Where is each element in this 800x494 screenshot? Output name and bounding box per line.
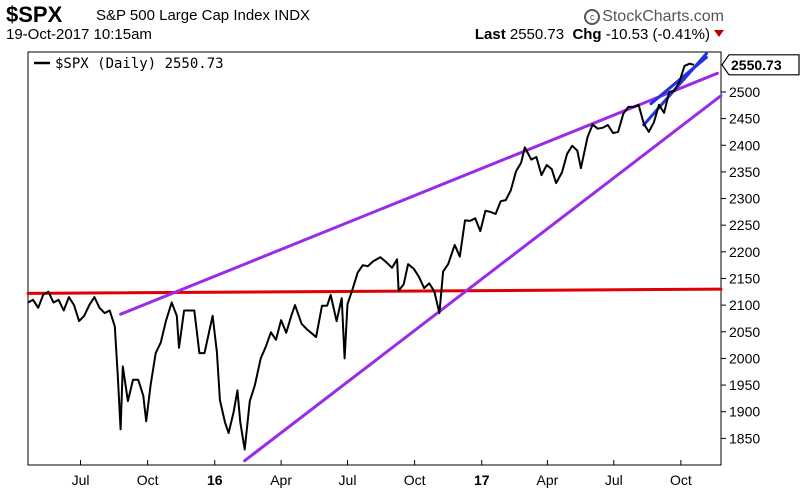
price-line — [27, 62, 695, 451]
down-arrow-icon — [714, 30, 724, 37]
change-value: -10.53 (-0.41%) — [605, 26, 710, 43]
x-tick-label: Apr — [536, 472, 558, 488]
y-tick-label: 1850 — [729, 430, 760, 446]
x-tick-label: Oct — [137, 472, 159, 488]
trendline — [649, 55, 708, 106]
trendlines — [26, 52, 723, 463]
y-tick-label: 2200 — [729, 244, 760, 260]
trendline — [243, 94, 723, 463]
last-value-box — [721, 54, 800, 76]
legend-label: $SPX (Daily) 2550.73 — [55, 56, 224, 72]
y-tick-label: 2500 — [729, 84, 760, 100]
y-tick-label: 2150 — [729, 270, 760, 286]
quote-datetime: 19-Oct-2017 10:15am — [6, 26, 152, 43]
x-tick-label: Oct — [670, 472, 692, 488]
price-series — [27, 62, 695, 451]
x-tick-label: 17 — [474, 472, 490, 488]
y-tick-label: 1900 — [729, 404, 760, 420]
quote-row: 19-Oct-2017 10:15am Last 2550.73 Chg -10… — [0, 26, 800, 48]
brand-watermark: c StockCharts.com — [584, 8, 724, 26]
y-tick-label: 2000 — [729, 350, 760, 366]
y-tick-label: 2100 — [729, 297, 760, 313]
quote-summary: Last 2550.73 Chg -10.53 (-0.41%) — [475, 26, 724, 43]
trendline — [26, 287, 723, 295]
last-value: 2550.73 — [509, 26, 565, 43]
x-tick-label: Jul — [339, 472, 357, 488]
y-tick-label: 2050 — [729, 324, 760, 340]
x-tick-label: Jul — [605, 472, 623, 488]
y-tick-label: 1950 — [729, 377, 760, 393]
y-tick-label: 2350 — [729, 164, 760, 180]
copyright-icon: c — [584, 9, 601, 25]
exchange-label: INDX — [274, 7, 311, 24]
index-name: S&P 500 Large Cap Index INDX — [96, 7, 311, 24]
last-value-label: 2550.73 — [731, 57, 782, 73]
y-tick-label: 2300 — [729, 191, 760, 207]
x-tick-label: Jul — [72, 472, 90, 488]
last-value-marker: 2550.73 — [721, 54, 800, 76]
chart-header: $SPX S&P 500 Large Cap Index INDX c Stock… — [0, 2, 800, 27]
legend: $SPX (Daily) 2550.73 — [34, 56, 224, 72]
ticker-symbol: $SPX — [6, 2, 63, 27]
x-tick-label: Apr — [270, 472, 292, 488]
y-axis: 1850 1900 1950 2000 2050 2100 2150 2200 2250 2300… — [721, 84, 760, 446]
y-tick-label: 2400 — [729, 137, 760, 153]
trendline — [119, 71, 719, 316]
y-tick-label: 2250 — [729, 217, 760, 233]
x-axis: Jul Oct 16 Apr Jul Oct 17 Apr Jul Oct — [72, 460, 692, 488]
y-tick-label: 2450 — [729, 111, 760, 127]
x-tick-label: 16 — [207, 472, 223, 488]
x-tick-label: Oct — [404, 472, 426, 488]
